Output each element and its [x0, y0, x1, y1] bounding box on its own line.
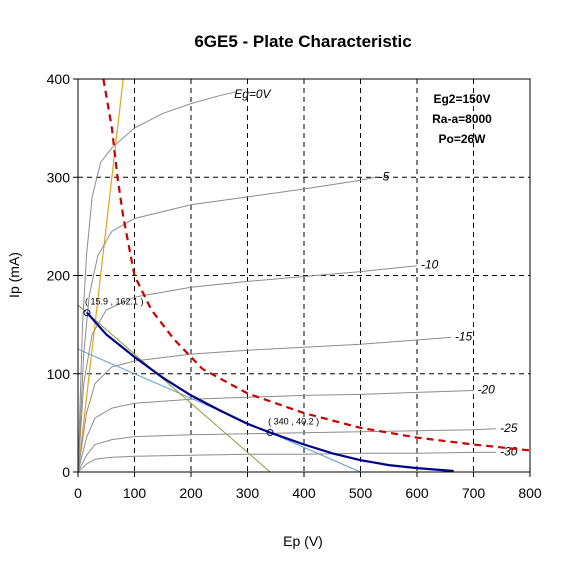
chart-title: 6GE5 - Plate Characteristic — [194, 32, 411, 51]
curve-label-5: -5 — [379, 169, 390, 183]
operating-point-1 — [83, 309, 91, 317]
curve-label-10: -10 — [421, 258, 439, 272]
y-tick-label-0: 0 — [62, 464, 70, 480]
info-ra: Ra-a=8000 — [432, 112, 492, 126]
grid — [78, 79, 530, 472]
operating-point-label-1: ( 15.9 , 162.1 ) — [85, 297, 144, 307]
x-tick-label-700: 700 — [462, 485, 486, 501]
curve-20 — [77, 390, 474, 473]
overlay-lines — [86, 78, 531, 473]
operating-point-label-2: ( 340 , 40.2 ) — [268, 417, 319, 427]
max-dissipation-curve — [102, 78, 531, 452]
olive-line — [77, 304, 271, 473]
x-tick-label-400: 400 — [292, 485, 316, 501]
x-tick-label-200: 200 — [179, 485, 203, 501]
x-tick-label-800: 800 — [518, 485, 542, 501]
x-tick-label-600: 600 — [405, 485, 429, 501]
x-tick-label-300: 300 — [236, 485, 260, 501]
x-tick-label-500: 500 — [349, 485, 373, 501]
curve-eg-0v — [77, 91, 237, 473]
x-tick-label-100: 100 — [123, 485, 147, 501]
x-tick-label-0: 0 — [74, 485, 82, 501]
curve-label-25: -25 — [500, 421, 518, 435]
curve-label-15: -15 — [455, 329, 473, 343]
operating-points: ( 15.9 , 162.1 ) ( 340 , 40.2 ) — [83, 297, 319, 437]
info-po: Po=26W — [438, 132, 486, 146]
x-axis-label: Ep (V) — [283, 533, 323, 549]
y-tick-label-400: 400 — [47, 71, 71, 87]
curve-5 — [77, 176, 375, 473]
curve-label-eg-0v: Eg=0V — [234, 87, 271, 101]
curve-15 — [77, 336, 451, 473]
curve-30 — [77, 451, 497, 473]
y-tick-label-100: 100 — [47, 366, 71, 382]
curve-10 — [77, 265, 418, 473]
curve-label-20: -20 — [478, 382, 496, 396]
axis-ticks: 0 100 200 300 400 500 600 700 800 0 100 200 300 400 — [47, 71, 542, 501]
operating-point-2 — [266, 429, 274, 437]
curve-25 — [77, 428, 497, 473]
y-tick-label-200: 200 — [47, 268, 71, 284]
info-eg2: Eg2=150V — [433, 92, 490, 106]
y-tick-label-300: 300 — [47, 169, 71, 185]
load-line — [86, 311, 454, 473]
y-axis-label: Ip (mA) — [6, 252, 22, 298]
